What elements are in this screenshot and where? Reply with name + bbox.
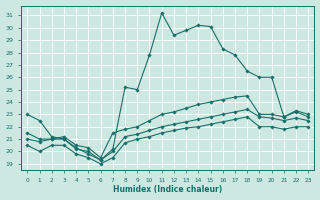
X-axis label: Humidex (Indice chaleur): Humidex (Indice chaleur) bbox=[113, 185, 222, 194]
